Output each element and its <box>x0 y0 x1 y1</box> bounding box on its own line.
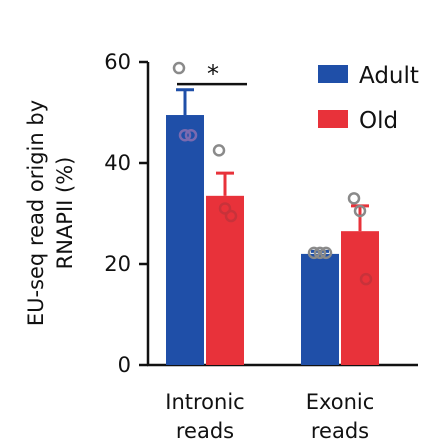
legend-swatch <box>318 110 348 128</box>
bar <box>206 195 244 365</box>
data-points <box>172 61 373 286</box>
legend-label: Old <box>359 108 398 134</box>
data-point <box>313 246 327 260</box>
data-point <box>178 128 192 142</box>
data-point <box>319 246 333 260</box>
bars <box>166 115 379 366</box>
data-point <box>307 246 321 260</box>
data-point <box>212 144 226 157</box>
bar <box>166 115 204 366</box>
legend-label: Adult <box>359 63 419 89</box>
data-point <box>218 202 232 215</box>
y-tick-label: 60 <box>104 50 131 74</box>
x-tick-label-line1: Exonic <box>306 390 375 414</box>
data-point <box>359 272 373 286</box>
x-tick-labels: Intronic reads Exonic reads <box>165 390 374 441</box>
significance-label: * <box>207 60 219 88</box>
legend: Adult Old <box>318 63 419 134</box>
y-tick-label: 0 <box>118 353 131 377</box>
legend-swatch <box>318 65 348 83</box>
data-point <box>224 209 238 223</box>
y-axis-title-line1: EU-seq read origin by <box>24 100 48 326</box>
significance-marker: * <box>177 60 247 88</box>
data-point <box>353 204 367 218</box>
bar <box>341 231 379 365</box>
y-tick-label: 20 <box>104 252 131 276</box>
data-point <box>172 61 186 75</box>
data-point <box>184 128 198 142</box>
x-tick-label-line2: reads <box>311 419 369 441</box>
x-tick-label-line2: reads <box>176 419 234 441</box>
y-axis-title-line2: RNAPII (%) <box>53 157 77 270</box>
data-point <box>347 192 361 205</box>
y-tick-label: 40 <box>104 151 131 175</box>
bar <box>301 253 339 365</box>
y-axis-title: EU-seq read origin by RNAPII (%) <box>24 100 77 326</box>
x-tick-label-line1: Intronic <box>165 390 244 414</box>
